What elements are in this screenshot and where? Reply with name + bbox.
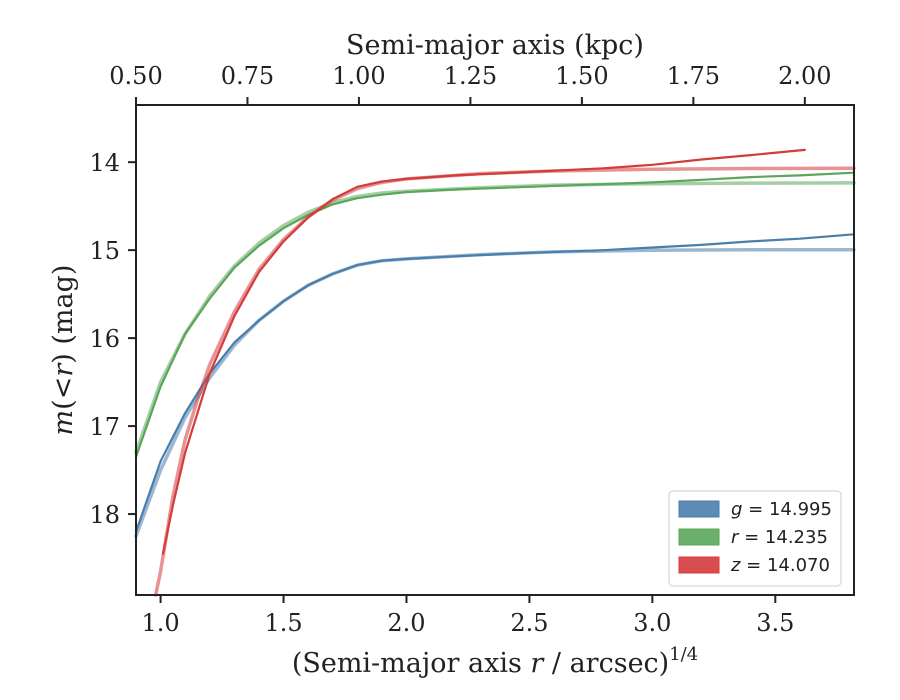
legend-swatch-z bbox=[678, 556, 720, 574]
legend-swatch-g bbox=[678, 500, 720, 518]
x-tick-label: 1.0 bbox=[142, 609, 180, 637]
top-x-tick-label: 1.00 bbox=[332, 62, 385, 90]
y-axis-title: m(<r) (mag) bbox=[48, 265, 79, 436]
x-tick-label: 3.5 bbox=[756, 609, 794, 637]
legend-swatch-r bbox=[678, 528, 720, 546]
top-x-axis-title: Semi-major axis (kpc) bbox=[346, 30, 644, 61]
x-tick-label: 2.5 bbox=[510, 609, 548, 637]
legend-band-g: g bbox=[731, 499, 742, 520]
y-tick-label: 14 bbox=[89, 149, 120, 177]
legend-label-z: z = 14.070 bbox=[730, 555, 830, 576]
y-axis-left: 14 15 16 17 18 bbox=[89, 149, 136, 529]
series-r-data-line bbox=[134, 171, 856, 458]
top-x-tick-label: 1.25 bbox=[444, 62, 497, 90]
x-tick-label: 1.5 bbox=[264, 609, 302, 637]
top-x-tick-label: 1.50 bbox=[555, 62, 608, 90]
y-tick-label: 15 bbox=[89, 237, 120, 265]
x-axis-title-sup: 1/4 bbox=[669, 644, 698, 665]
y-axis-title-m: m bbox=[48, 410, 79, 436]
y-tick-label: 16 bbox=[89, 325, 120, 353]
x-tick-label: 2.0 bbox=[387, 609, 425, 637]
legend-label-r: r = 14.235 bbox=[731, 527, 828, 548]
legend-label-g: g = 14.995 bbox=[731, 499, 832, 520]
y-axis-title-tail: ) (mag) bbox=[48, 265, 79, 364]
legend-value-r: = 14.235 bbox=[738, 527, 828, 548]
series-lines bbox=[134, 148, 856, 597]
x-axis-title: (Semi-major axis r / arcsec)1/4 bbox=[292, 644, 698, 679]
x-axis-top: 0.50 0.75 1.00 1.25 1.50 1.75 2.00 bbox=[109, 62, 832, 105]
legend-band-z: z bbox=[730, 555, 741, 576]
x-axis-title-var: r bbox=[530, 648, 545, 679]
top-x-tick-label: 1.75 bbox=[667, 62, 720, 90]
x-axis-bottom: 1.0 1.5 2.0 2.5 3.0 3.5 bbox=[142, 595, 794, 637]
top-x-tick-label: 2.00 bbox=[778, 62, 831, 90]
series-g-data-line bbox=[134, 233, 856, 533]
x-tick-label: 3.0 bbox=[633, 609, 671, 637]
y-tick-label: 18 bbox=[89, 501, 120, 529]
top-x-tick-label: 0.50 bbox=[109, 62, 162, 90]
x-axis-title-tail: / arcsec) bbox=[543, 648, 669, 679]
legend-value-g: = 14.995 bbox=[742, 499, 832, 520]
series-z-data-line bbox=[161, 148, 806, 555]
x-axis-title-main: (Semi-major axis bbox=[292, 648, 531, 679]
y-axis-title-mid: (< bbox=[48, 377, 79, 410]
y-tick-label: 17 bbox=[89, 413, 120, 441]
y-axis-title-r: r bbox=[48, 362, 79, 377]
top-x-tick-label: 0.75 bbox=[221, 62, 274, 90]
plot-frame bbox=[135, 104, 855, 596]
legend-band-r: r bbox=[731, 527, 740, 548]
legend-value-z: = 14.070 bbox=[740, 555, 830, 576]
series-r-model-line bbox=[134, 181, 856, 455]
